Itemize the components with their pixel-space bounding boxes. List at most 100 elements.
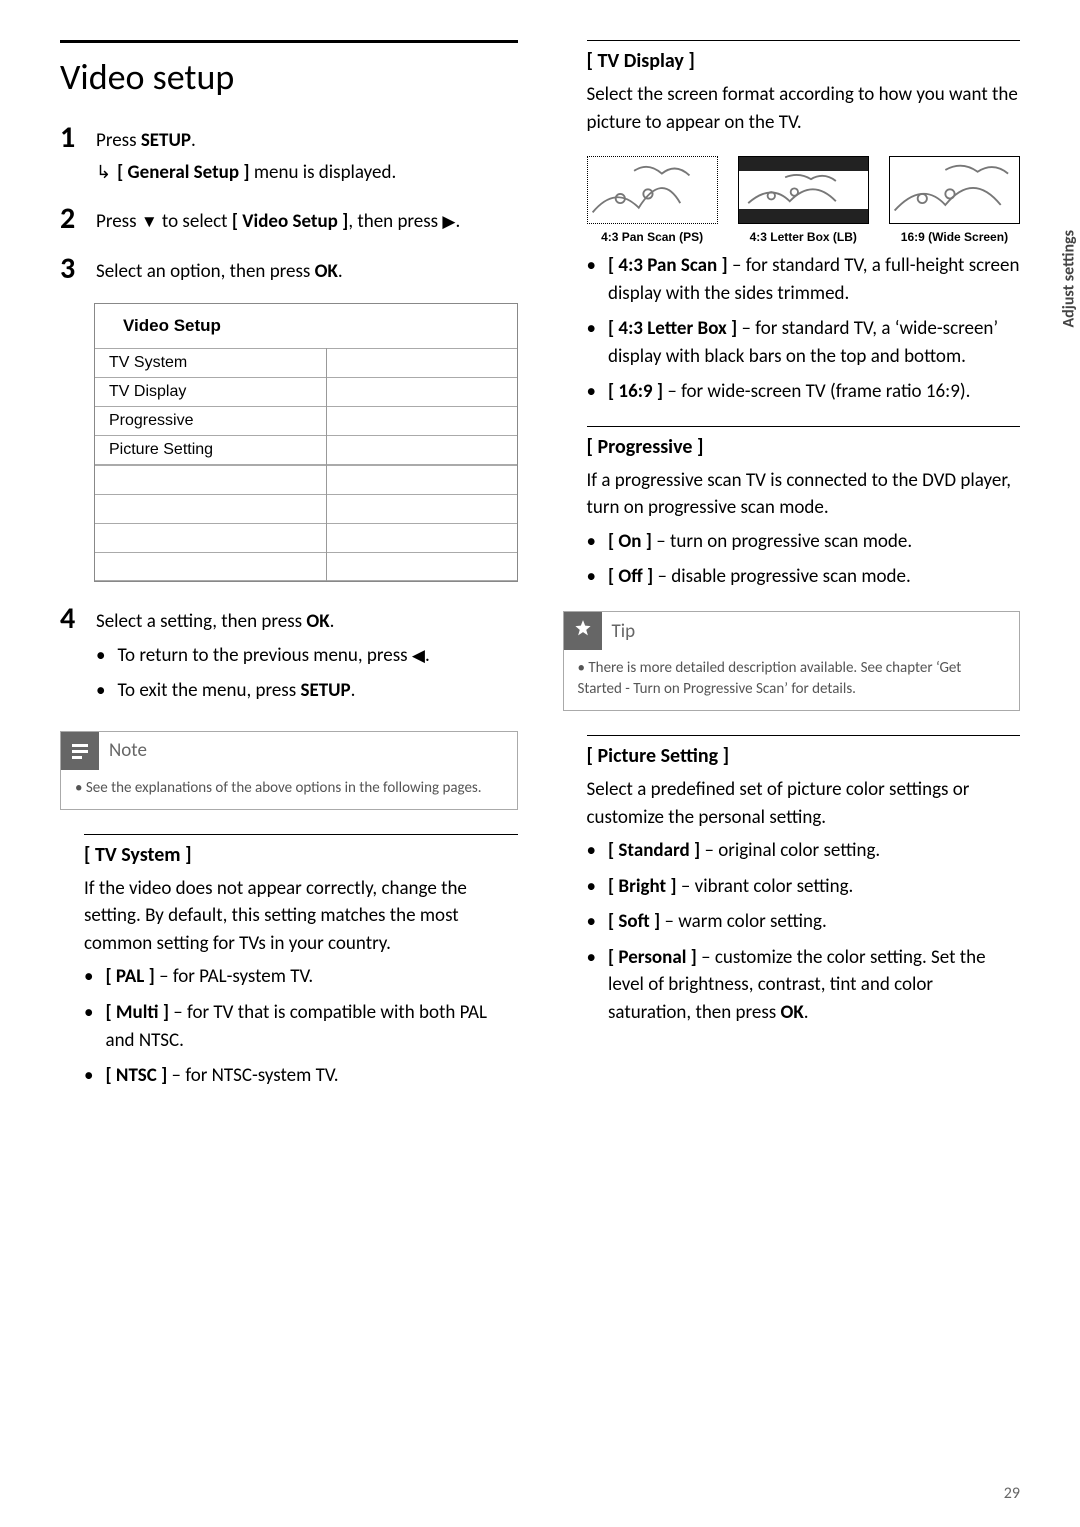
tv-system-ntsc: [ NTSC ] – for NTSC-system TV. (84, 1062, 518, 1090)
right-arrow-icon: ▶ (442, 212, 455, 231)
tv-system-multi: [ Multi ] – for TV that is compatible wi… (84, 999, 518, 1054)
step4-bullet-1: To return to the previous menu, press ◀. (96, 642, 518, 670)
off-bold: [ Off ] (608, 565, 653, 588)
left-arrow-icon: ◀ (412, 646, 425, 665)
aspect-ratio-thumbnails: 4:3 Pan Scan (PS) 4:3 Letter Box (LB) (587, 156, 1021, 244)
opt-pan-scan: [ 4:3 Pan Scan ] – for standard TV, a fu… (587, 252, 1021, 307)
tip-label: Tip (612, 620, 636, 643)
tv-display-desc: Select the screen format according to ho… (587, 81, 1021, 136)
letter-box-image (738, 156, 869, 224)
section-title: Video setup (60, 55, 518, 99)
tip-body: There is more detailed description avail… (578, 658, 1006, 700)
soft-text: – warm color setting. (660, 910, 827, 933)
menu-row-empty (95, 465, 326, 494)
step2-c: , then press (348, 210, 442, 233)
soft-bold: [ Soft ] (608, 910, 660, 933)
menu-row-tv-system: TV System (95, 348, 326, 377)
progressive-off: [ Off ] – disable progressive scan mode. (587, 563, 1021, 591)
menu-row-empty (327, 552, 517, 581)
tv-display-title: [ TV Display ] (587, 49, 1021, 73)
menu-value (327, 377, 517, 406)
progressive-desc: If a progressive scan TV is connected to… (587, 467, 1021, 522)
step1-sub-bold: [ General Setup ] (117, 161, 249, 184)
step1-bold: SETUP (141, 129, 191, 152)
wide-screen-label: 16:9 (Wide Screen) (889, 230, 1020, 244)
picture-bright: [ Bright ] – vibrant color setting. (587, 873, 1021, 901)
step-number: 1 (60, 123, 82, 186)
tv-display-options: [ 4:3 Pan Scan ] – for standard TV, a fu… (587, 252, 1021, 406)
note-label: Note (109, 739, 147, 762)
step-number: 2 (60, 204, 82, 236)
video-setup-menu: Video Setup TV System TV Display Progres… (94, 303, 518, 582)
step4-bul2a: To exit the menu, press (117, 679, 300, 702)
step4-bold: OK (306, 610, 329, 633)
pan-scan-image (587, 156, 718, 224)
progressive-title: [ Progressive ] (587, 435, 1021, 459)
menu-row-tv-display: TV Display (95, 377, 326, 406)
menu-value (327, 406, 517, 435)
menu-row-empty (327, 494, 517, 523)
step4-bullet-2: To exit the menu, press SETUP. (96, 677, 518, 705)
step4-a: Select a setting, then press (96, 610, 306, 633)
result-arrow-icon: ↳ (96, 159, 111, 187)
pers-bold: [ Personal ] (608, 946, 697, 969)
thumb-letter-box: 4:3 Letter Box (LB) (738, 156, 869, 244)
opt-169: [ 16:9 ] – for wide-screen TV (frame rat… (587, 378, 1021, 406)
std-text: – original color setting. (700, 839, 880, 862)
picture-title: [ Picture Setting ] (587, 744, 1021, 768)
menu-row-empty (327, 523, 517, 552)
off-text: – disable progressive scan mode. (653, 565, 911, 588)
step-number: 3 (60, 254, 82, 286)
tv-system-section: [ TV System ] If the video does not appe… (84, 834, 518, 1090)
down-arrow-icon: ▼ (141, 212, 158, 231)
ntsc-bold: [ NTSC ] (105, 1064, 167, 1087)
pan-scan-label: 4:3 Pan Scan (PS) (587, 230, 718, 244)
right-column: [ TV Display ] Select the screen format … (563, 40, 1021, 1110)
step-4: 4 Select a setting, then press OK. To re… (60, 604, 518, 713)
step2-a: Press (96, 210, 141, 233)
w169-text: – for wide-screen TV (frame ratio 16:9). (663, 380, 970, 403)
menu-row-empty (95, 494, 326, 523)
thumb-wide-screen: 16:9 (Wide Screen) (889, 156, 1020, 244)
opt-letter-box: [ 4:3 Letter Box ] – for standard TV, a … (587, 315, 1021, 370)
picture-personal: [ Personal ] – customize the color setti… (587, 944, 1021, 1027)
menu-row-picture-setting: Picture Setting (95, 435, 326, 465)
letterbox-bold: [ 4:3 Letter Box ] (608, 317, 737, 340)
step4-bul1b: . (425, 644, 430, 667)
menu-value (327, 348, 517, 377)
progressive-on: [ On ] – turn on progressive scan mode. (587, 528, 1021, 556)
picture-standard: [ Standard ] – original color setting. (587, 837, 1021, 865)
progressive-section: [ Progressive ] If a progressive scan TV… (587, 426, 1021, 591)
bright-bold: [ Bright ] (608, 875, 677, 898)
on-text: – turn on progressive scan mode. (652, 530, 912, 553)
step-number: 4 (60, 604, 82, 713)
thumb-pan-scan: 4:3 Pan Scan (PS) (587, 156, 718, 244)
step2-bold: [ Video Setup ] (232, 210, 349, 233)
menu-row-empty (95, 552, 326, 581)
note-icon (61, 732, 99, 770)
tip-box: Tip There is more detailed description a… (563, 611, 1021, 711)
panscan-bold: [ 4:3 Pan Scan ] (608, 254, 728, 277)
step-3: 3 Select an option, then press OK. (60, 254, 518, 286)
multi-bold: [ Multi ] (105, 1001, 169, 1024)
tv-system-title: [ TV System ] (84, 843, 518, 867)
step4-bul2b: SETUP (300, 679, 350, 702)
picture-desc: Select a predefined set of picture color… (587, 776, 1021, 831)
side-section-label: Adjust settings (1060, 230, 1079, 328)
step3-b: . (338, 260, 343, 283)
std-bold: [ Standard ] (608, 839, 700, 862)
step3-a: Select an option, then press (96, 260, 315, 283)
subsection-rule (84, 834, 518, 835)
picture-soft: [ Soft ] – warm color setting. (587, 908, 1021, 936)
subsection-rule (587, 735, 1021, 736)
wide-screen-image (889, 156, 1020, 224)
ntsc-text: – for NTSC-system TV. (167, 1064, 338, 1087)
step4-bul1a: To return to the previous menu, press (117, 644, 411, 667)
step-1: 1 Press SETUP. ↳ [ General Setup ] menu … (60, 123, 518, 186)
menu-title: Video Setup (95, 304, 517, 348)
on-bold: [ On ] (608, 530, 652, 553)
subsection-rule (587, 40, 1021, 41)
pal-text: – for PAL-system TV. (155, 965, 313, 988)
step2-b: to select (158, 210, 232, 233)
step1-text: Press (96, 129, 141, 152)
